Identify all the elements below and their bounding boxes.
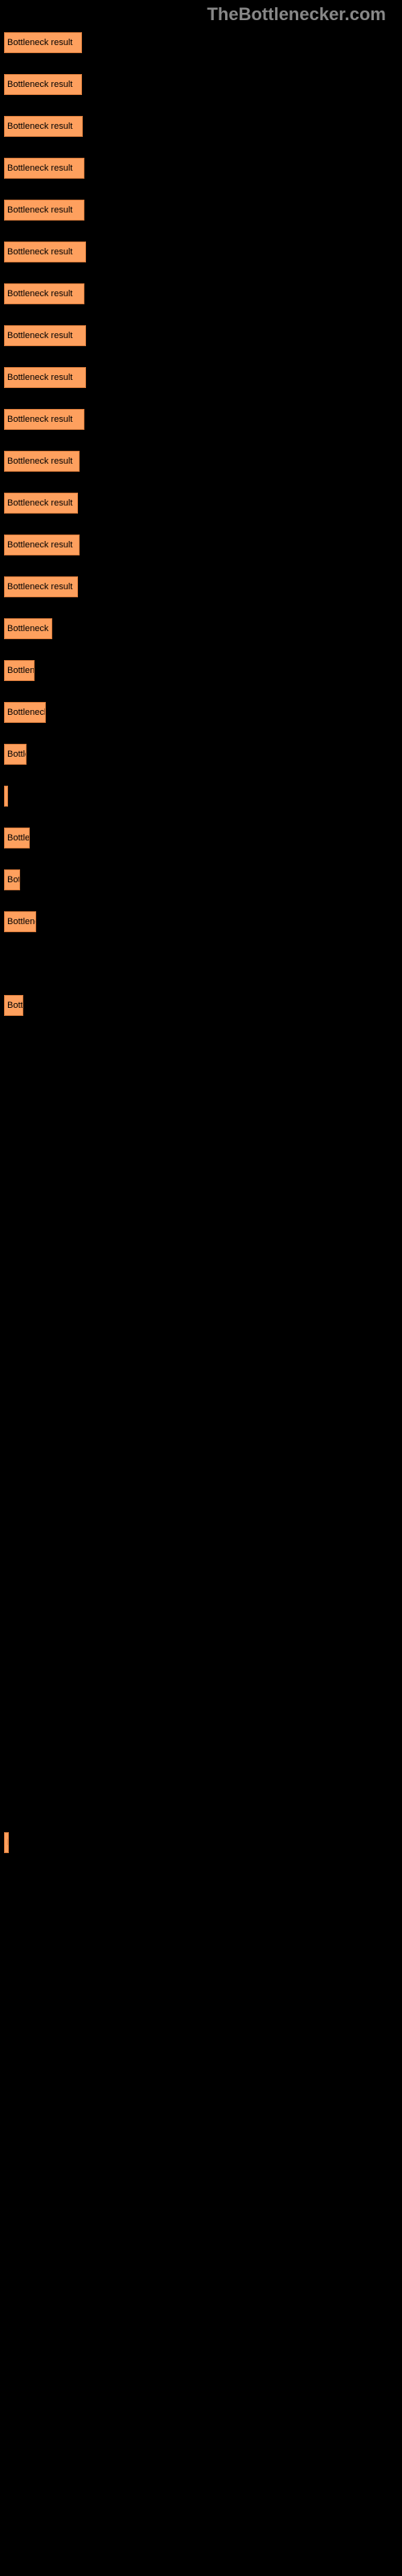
bar-label: Bottleneck result: [7, 415, 72, 424]
bar: Bottleneck result: [4, 828, 30, 848]
bar-label: Bottleneck result: [7, 80, 72, 89]
bar-row: [4, 1192, 398, 1231]
bar-row: Bottleneck result: [4, 857, 398, 896]
bar-row: [4, 1108, 398, 1147]
bar-row: [4, 1736, 398, 1775]
bar: Bottleneck result: [4, 283, 84, 304]
bar-label: Bottleneck result: [7, 163, 72, 173]
bar-label: Bottleneck result: [7, 205, 72, 215]
bar-label: Bottleneck result: [7, 1001, 23, 1010]
bar-row: [4, 1611, 398, 1649]
bar-label: Bottleneck result: [7, 875, 20, 885]
bar-label: Bottleneck result: [7, 38, 72, 47]
bar-label: Bottleneck result: [7, 666, 35, 675]
bar-row: Bottleneck result: [4, 229, 398, 268]
bar-row: Bottleneck result: [4, 732, 398, 770]
bar: Bottleneck result: [4, 744, 27, 765]
bar: Bottleneck result: [4, 409, 84, 430]
bar-row: [4, 1025, 398, 1063]
bar: Bottleneck result: [4, 32, 82, 53]
bar: Bottleneck result: [4, 995, 23, 1016]
bar-label: Bottleneck result: [7, 1838, 9, 1847]
bar-label: Bottleneck result: [7, 624, 52, 634]
bar: Bottleneck result: [4, 451, 80, 472]
bar-label: Bottleneck result: [7, 708, 46, 717]
bar-row: [4, 1695, 398, 1733]
bar-row: Bottleneck result: [4, 20, 398, 59]
bar-row: Bottleneck result: [4, 313, 398, 352]
bar-row: Bottleneck result: [4, 983, 398, 1022]
bar: Bottleneck result: [4, 74, 82, 95]
bar-row: Bottleneck result: [4, 397, 398, 436]
bar-row: Bottleneck result: [4, 648, 398, 687]
bar: Bottleneck result: [4, 786, 8, 807]
bar-row: Bottleneck result: [4, 899, 398, 938]
bar: Bottleneck result: [4, 618, 52, 639]
bar-row: Bottleneck result: [4, 146, 398, 184]
bar-row: [4, 1402, 398, 1440]
bar: Bottleneck result: [4, 1832, 9, 1853]
bar-row: [4, 1234, 398, 1273]
bar-row: Bottleneck result: [4, 481, 398, 519]
bar-label: Bottleneck result: [7, 289, 72, 299]
bar-row: Bottleneck result: [4, 606, 398, 645]
bar-row: [4, 1276, 398, 1315]
bar-row: [4, 1067, 398, 1105]
bar: Bottleneck result: [4, 576, 78, 597]
bar-row: [4, 1150, 398, 1189]
bar: Bottleneck result: [4, 493, 78, 514]
bar-row: Bottleneck result: [4, 690, 398, 729]
bar-row: Bottleneck result: [4, 271, 398, 310]
bar-label: Bottleneck result: [7, 122, 72, 131]
bar: Bottleneck result: [4, 535, 80, 555]
bar-row: Bottleneck result: [4, 104, 398, 142]
bar-row: Bottleneck result: [4, 564, 398, 603]
bar-row: [4, 1443, 398, 1482]
bar-label: Bottleneck result: [7, 791, 8, 801]
bar-row: [4, 1360, 398, 1398]
bar-row: [4, 1778, 398, 1817]
bar-row: [4, 1569, 398, 1608]
bar-label: Bottleneck result: [7, 749, 27, 759]
bar-row: Bottleneck result: [4, 355, 398, 394]
bar-row: [4, 1653, 398, 1691]
bar-label: Bottleneck result: [7, 373, 72, 382]
bar-row: Bottleneck result: [4, 1820, 398, 1859]
bar-label: Bottleneck result: [7, 331, 72, 341]
bar: Bottleneck result: [4, 325, 86, 346]
bar: Bottleneck result: [4, 702, 46, 723]
bar: Bottleneck result: [4, 367, 86, 388]
bar-label: Bottleneck result: [7, 498, 72, 508]
bar-chart: Bottleneck result Bottleneck result Bottle…: [4, 20, 398, 2572]
bar: Bottleneck result: [4, 869, 20, 890]
bar-row: Bottleneck result: [4, 439, 398, 477]
bar: Bottleneck result: [4, 200, 84, 221]
bar: Bottleneck result: [4, 116, 83, 137]
bar-row: Bottleneck result: [4, 815, 398, 854]
bar: Bottleneck result: [4, 158, 84, 179]
bar: Bottleneck result: [4, 242, 86, 262]
bar-label: Bottleneck result: [7, 456, 72, 466]
bar-row: [4, 1318, 398, 1356]
bar-label: Bottleneck result: [7, 540, 72, 550]
bar: Bottleneck result: [4, 911, 36, 932]
bar-row: Bottleneck result: [4, 188, 398, 226]
bar-row: [4, 1527, 398, 1566]
bar-row: Bottleneck result: [4, 62, 398, 101]
bar-label: Bottleneck result: [7, 247, 72, 257]
bar-row: Bottleneck result: [4, 522, 398, 561]
bar-row: [4, 941, 398, 980]
bar: Bottleneck result: [4, 660, 35, 681]
bar-row: [4, 1485, 398, 1524]
bar-label: Bottleneck result: [7, 582, 72, 592]
bar-label: Bottleneck result: [7, 833, 30, 843]
bar-label: Bottleneck result: [7, 917, 36, 927]
bar-row: Bottleneck result: [4, 774, 398, 812]
